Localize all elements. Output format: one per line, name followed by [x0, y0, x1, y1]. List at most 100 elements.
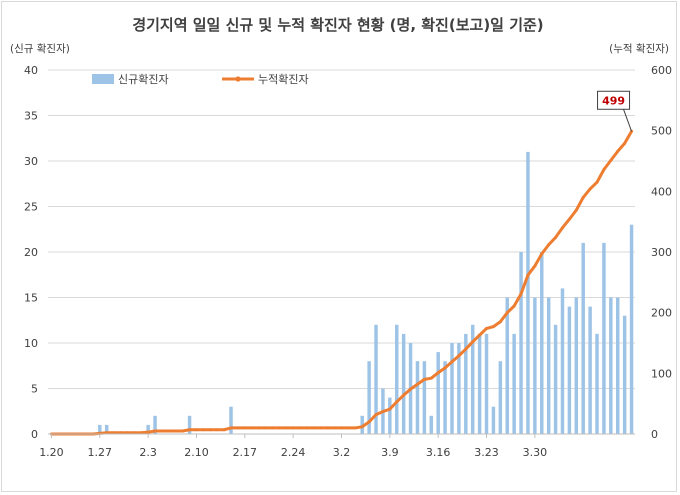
- point-cumulative: [464, 347, 468, 351]
- bar-new-cases: [388, 397, 392, 434]
- point-cumulative: [243, 426, 247, 430]
- bar-new-cases: [395, 324, 399, 434]
- point-cumulative: [270, 426, 274, 430]
- bar-new-cases: [629, 224, 634, 434]
- point-cumulative: [257, 426, 261, 430]
- point-cumulative: [602, 167, 606, 171]
- x-tick-label: 2.3: [139, 446, 157, 459]
- bar-new-cases: [104, 424, 109, 434]
- bar-new-cases: [153, 415, 157, 434]
- point-cumulative: [312, 426, 316, 430]
- point-cumulative: [436, 371, 440, 375]
- gridlines: [48, 69, 635, 389]
- right-tick-label: 600: [651, 64, 672, 77]
- bar-new-cases: [470, 324, 475, 434]
- right-tick-label: 100: [651, 367, 672, 380]
- point-cumulative: [429, 376, 433, 380]
- point-cumulative: [402, 393, 406, 397]
- point-cumulative: [512, 304, 516, 308]
- point-cumulative: [422, 377, 426, 381]
- legend-swatch-new-cases: [92, 74, 114, 84]
- left-tick-label: 40: [24, 64, 38, 77]
- left-tick-label: 30: [24, 155, 38, 168]
- chart-title: 경기지역 일일 신규 및 누적 확진자 현황 (명, 확진(보고)일 기준): [132, 16, 543, 34]
- point-cumulative: [554, 235, 558, 239]
- bar-new-cases: [443, 361, 447, 434]
- bar-new-cases: [560, 288, 565, 434]
- point-cumulative: [374, 413, 378, 417]
- point-cumulative: [616, 149, 620, 153]
- point-cumulative: [485, 326, 489, 330]
- x-tick-label: 3.16: [426, 446, 451, 459]
- bar-new-cases: [581, 242, 585, 434]
- bar-new-cases: [609, 297, 613, 434]
- point-cumulative: [181, 429, 185, 433]
- point-cumulative: [250, 426, 254, 430]
- point-cumulative: [415, 382, 419, 386]
- bar-new-cases: [436, 352, 440, 434]
- x-tick-label: 2.10: [184, 446, 209, 459]
- point-cumulative: [188, 428, 192, 432]
- point-cumulative: [353, 426, 357, 430]
- point-cumulative: [623, 141, 627, 145]
- point-cumulative: [540, 252, 544, 256]
- bar-new-cases: [574, 297, 579, 434]
- point-cumulative: [526, 273, 530, 277]
- x-tick-label: 3.2: [333, 446, 351, 459]
- point-cumulative: [319, 426, 323, 430]
- x-tick-label: 3.30: [523, 446, 548, 459]
- point-cumulative: [298, 426, 302, 430]
- bar-new-cases: [367, 361, 371, 434]
- x-tick-label: 3.9: [381, 446, 399, 459]
- bar-new-cases: [588, 306, 592, 434]
- point-cumulative: [443, 366, 447, 370]
- right-tick-label: 300: [651, 246, 672, 259]
- right-tick-label: 500: [651, 125, 672, 138]
- point-cumulative: [560, 226, 564, 230]
- point-cumulative: [346, 426, 350, 430]
- bar-new-cases: [457, 343, 461, 434]
- left-tick-label: 0: [31, 428, 38, 441]
- point-cumulative: [581, 195, 585, 199]
- point-cumulative: [491, 325, 495, 329]
- x-tick-label: 2.17: [233, 446, 258, 459]
- right-axis-label: (누적 확진자): [609, 42, 669, 55]
- point-cumulative: [450, 360, 454, 364]
- point-cumulative: [567, 217, 571, 221]
- point-cumulative: [305, 426, 309, 430]
- point-cumulative: [381, 410, 385, 414]
- point-cumulative: [146, 430, 150, 434]
- point-cumulative: [547, 243, 551, 247]
- point-cumulative: [533, 264, 537, 268]
- callout-box: [597, 90, 631, 110]
- bar-new-cases: [498, 361, 503, 434]
- bar-new-cases: [374, 324, 378, 434]
- bar-new-cases: [505, 297, 509, 434]
- left-tick-label: 15: [24, 292, 38, 305]
- cumulative-cases-line: [49, 129, 634, 436]
- point-cumulative: [264, 426, 268, 430]
- bar-new-cases: [98, 424, 102, 434]
- new-cases-bars: [98, 151, 634, 434]
- bar-new-cases: [450, 343, 454, 434]
- point-cumulative: [340, 426, 343, 430]
- left-tick-label: 5: [31, 383, 38, 396]
- legend-label-new-cases: 신규확진자: [118, 73, 169, 86]
- x-axis: 1.20 1.27 2.3 2.10 2.17 2.24 3.2 3.9 3.16 3.23 3.3…: [39, 433, 635, 459]
- bar-new-cases: [422, 361, 427, 434]
- bar-new-cases: [146, 424, 150, 434]
- point-cumulative: [236, 426, 240, 430]
- x-tick-label: 1.20: [39, 446, 64, 459]
- bar-new-cases: [595, 333, 599, 434]
- point-cumulative: [409, 387, 413, 391]
- point-cumulative: [609, 158, 613, 162]
- point-cumulative: [222, 428, 226, 432]
- bar-new-cases: [616, 297, 620, 434]
- point-cumulative: [208, 428, 212, 432]
- point-cumulative: [457, 354, 461, 358]
- point-cumulative: [153, 429, 157, 433]
- right-tick-label: 0: [651, 428, 658, 441]
- left-tick-label: 10: [24, 337, 38, 350]
- point-cumulative: [174, 429, 178, 433]
